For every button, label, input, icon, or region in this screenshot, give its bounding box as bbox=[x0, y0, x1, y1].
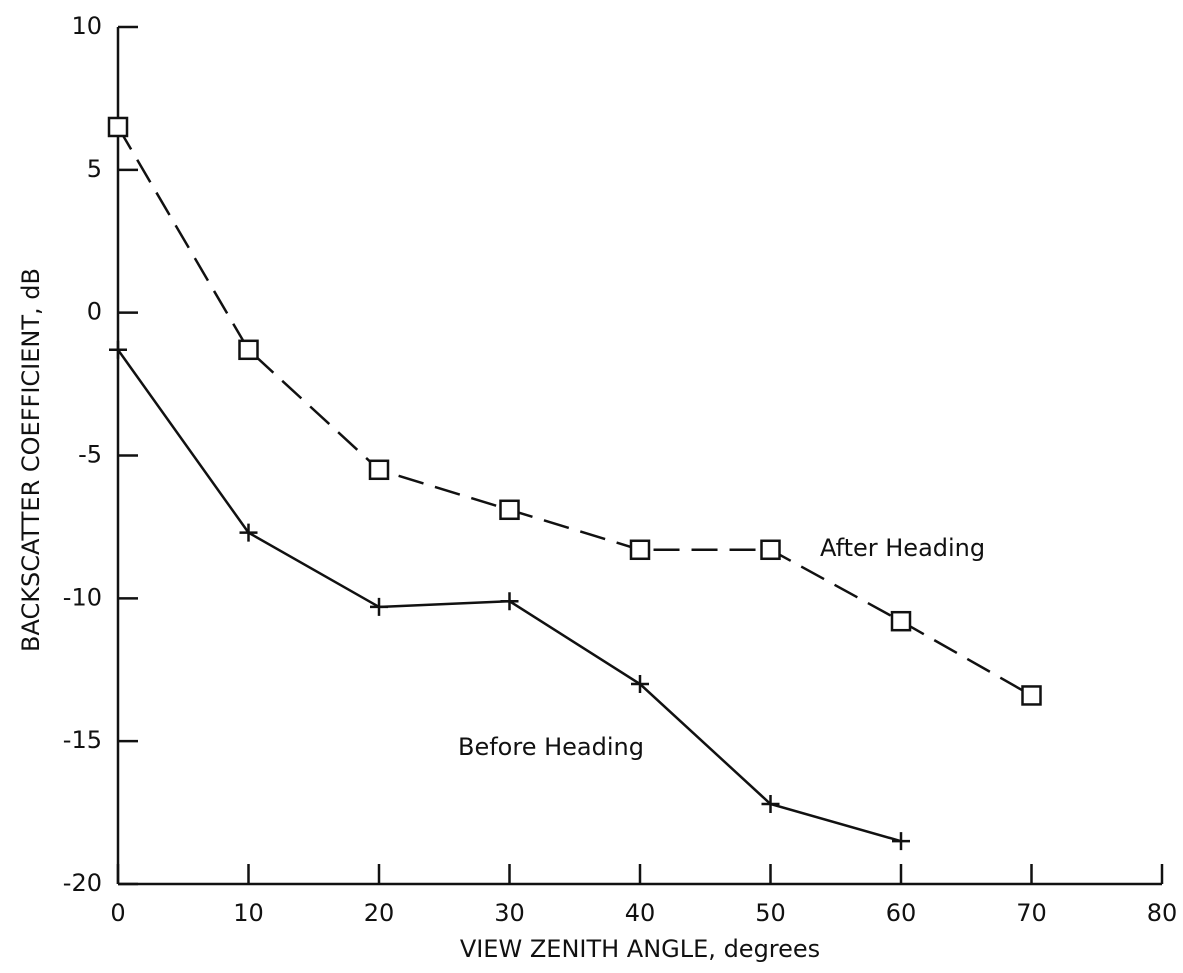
x-tick-label: 50 bbox=[755, 899, 786, 927]
x-tick-label: 60 bbox=[886, 899, 917, 927]
marker bbox=[107, 116, 129, 138]
x-tick-label: 40 bbox=[625, 899, 656, 927]
y-axis-title: BACKSCATTER COEFFICIENT, dB bbox=[17, 268, 45, 652]
marker bbox=[631, 675, 649, 694]
x-tick-label: 10 bbox=[233, 899, 264, 927]
series-label: After Heading bbox=[820, 534, 985, 562]
x-tick-label: 80 bbox=[1147, 899, 1178, 927]
marker bbox=[1021, 685, 1042, 706]
x-tick-label: 30 bbox=[494, 899, 525, 927]
marker bbox=[499, 499, 520, 521]
y-tick-label: 0 bbox=[87, 298, 102, 326]
x-tick-label: 20 bbox=[364, 899, 395, 927]
y-tick-label: -15 bbox=[63, 726, 102, 754]
x-axis-title: VIEW ZENITH ANGLE, degrees bbox=[460, 935, 820, 963]
x-tick-label: 0 bbox=[110, 899, 125, 927]
marker bbox=[239, 523, 258, 542]
marker bbox=[238, 339, 259, 361]
marker bbox=[892, 832, 910, 851]
y-tick-label: -5 bbox=[78, 441, 102, 469]
marker bbox=[629, 539, 651, 561]
y-tick-label: 10 bbox=[71, 12, 102, 40]
marker bbox=[500, 592, 519, 611]
series-line bbox=[116, 126, 1033, 697]
x-tick-label: 70 bbox=[1016, 899, 1047, 927]
marker bbox=[368, 459, 390, 481]
marker bbox=[109, 340, 127, 359]
y-tick-label: 5 bbox=[87, 155, 102, 183]
series-label: Before Heading bbox=[458, 733, 644, 761]
marker bbox=[890, 610, 912, 632]
y-tick-label: -20 bbox=[63, 869, 102, 897]
marker bbox=[370, 597, 388, 616]
marker bbox=[760, 539, 781, 561]
marker bbox=[761, 795, 780, 814]
y-tick-label: -10 bbox=[63, 583, 102, 611]
